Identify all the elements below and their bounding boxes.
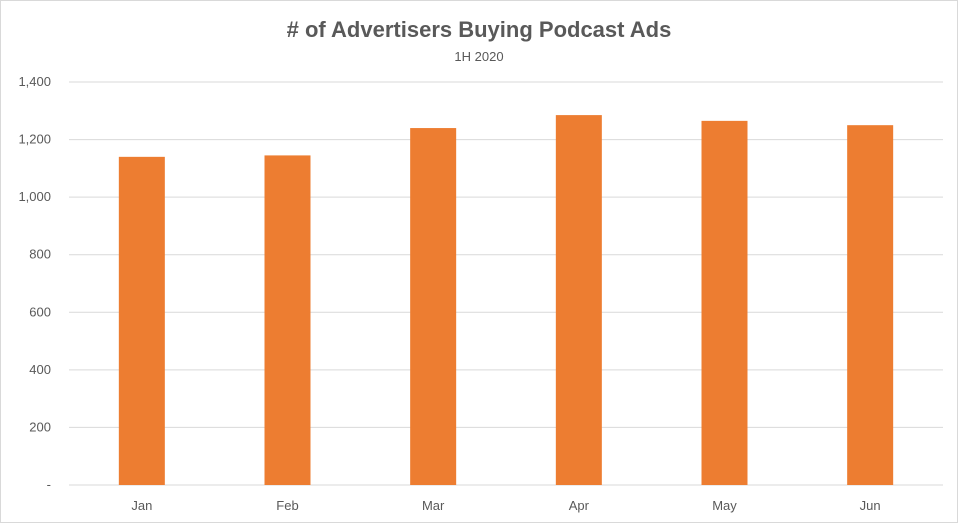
y-tick-label: -	[47, 477, 51, 492]
x-tick-label: Jan	[131, 498, 152, 513]
chart-title: # of Advertisers Buying Podcast Ads	[287, 17, 672, 42]
chart-subtitle: 1H 2020	[454, 49, 503, 64]
x-tick-label: Apr	[569, 498, 590, 513]
y-axis-ticks: - 200 400 600 800 1,000 1,200 1,400	[18, 74, 51, 492]
y-tick-label: 400	[29, 362, 51, 377]
y-tick-label: 600	[29, 304, 51, 319]
y-tick-label: 1,400	[18, 74, 51, 89]
bar-feb	[264, 155, 311, 485]
gridlines	[69, 81, 943, 486]
bar-jun	[847, 125, 894, 485]
x-tick-label: Mar	[422, 498, 445, 513]
x-tick-label: Jun	[860, 498, 881, 513]
bar-may	[701, 120, 748, 485]
y-tick-label: 200	[29, 419, 51, 434]
y-tick-label: 1,200	[18, 132, 51, 147]
y-tick-label: 1,000	[18, 189, 51, 204]
bars	[118, 115, 894, 486]
x-axis-ticks: Jan Feb Mar Apr May Jun	[131, 498, 880, 513]
y-tick-label: 800	[29, 247, 51, 262]
x-tick-label: Feb	[276, 498, 298, 513]
bar-jan	[118, 156, 165, 486]
bar-mar	[410, 128, 457, 486]
x-tick-label: May	[712, 498, 737, 513]
bar-apr	[555, 115, 602, 485]
